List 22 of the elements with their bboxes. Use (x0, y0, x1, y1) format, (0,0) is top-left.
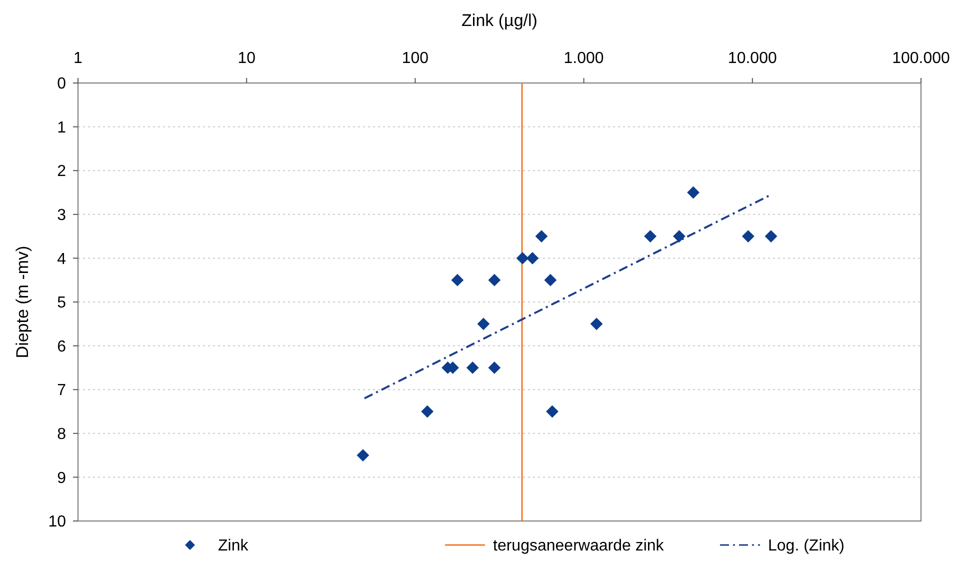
x-tick-label: 100.000 (892, 50, 950, 67)
y-tick-label: 0 (57, 76, 66, 93)
y-tick-label: 9 (57, 470, 66, 487)
x-axis-title: Zink (µg/l) (462, 11, 538, 30)
y-tick-label: 8 (57, 426, 66, 443)
y-tick-label: 1 (57, 119, 66, 136)
legend-label: terugsaneerwaarde zink (493, 538, 665, 555)
y-axis-title: Diepte (m -mv) (13, 246, 32, 358)
y-tick-label: 5 (57, 294, 66, 312)
y-tick-label: 3 (57, 207, 66, 224)
x-tick-label: 10 (238, 50, 256, 67)
y-tick-label: 6 (57, 338, 66, 356)
legend-label: Log. (Zink) (768, 538, 844, 555)
y-tick-label: 7 (57, 382, 66, 400)
x-tick-label: 10.000 (728, 50, 777, 67)
x-tick-label: 1 (74, 50, 83, 67)
x-tick-label: 1.000 (564, 50, 604, 67)
x-tick-label: 100 (402, 50, 429, 67)
legend-label: Zink (218, 538, 250, 555)
y-tick-label: 2 (57, 163, 66, 180)
y-tick-label: 10 (48, 514, 66, 531)
y-tick-label: 4 (57, 250, 66, 268)
